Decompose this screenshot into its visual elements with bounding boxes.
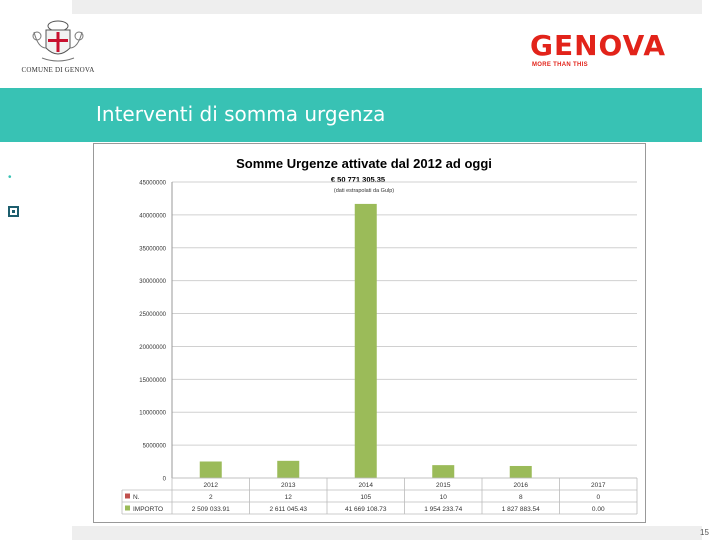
genova-logo: GENOVA MORE THAN THIS	[530, 30, 702, 74]
y-tick-label: 10000000	[139, 411, 166, 417]
table-cell: 12	[285, 494, 293, 501]
chart-annotation-total: € 50 771 305.35	[331, 175, 385, 184]
table-cell: 0	[596, 494, 600, 501]
comune-logo-text: COMUNE DI GENOVA	[21, 66, 95, 74]
table-cell: 105	[360, 494, 371, 501]
genova-logo-word: GENOVA	[530, 29, 667, 62]
y-tick-label: 40000000	[139, 213, 166, 219]
chart-frame: Somme Urgenze attivate dal 2012 ad oggi …	[93, 143, 646, 523]
bar-2012	[199, 461, 222, 478]
legend-key-importo	[125, 505, 130, 511]
top-strip	[72, 0, 702, 14]
category-label: 2014	[359, 482, 374, 489]
table-cell: 2 509 033.91	[192, 506, 230, 513]
legend-key-n	[125, 493, 130, 499]
genova-logo-tagline: MORE THAN THIS	[532, 62, 588, 68]
y-tick-label: 0	[163, 477, 167, 483]
category-label: 2017	[591, 482, 606, 489]
coat-of-arms-icon	[32, 20, 84, 62]
table-cell: 1 827 883.54	[502, 506, 540, 513]
bar-2015	[432, 465, 455, 478]
bar-2013	[277, 460, 300, 478]
table-cell: 8	[519, 494, 523, 501]
table-cell: 10	[440, 494, 448, 501]
category-label: 2016	[514, 482, 529, 489]
bar-2014	[354, 203, 377, 479]
table-cell: 0.00	[592, 506, 605, 513]
category-label: 2012	[204, 482, 219, 489]
bullet-square-icon	[8, 206, 19, 217]
comune-di-genova-logo: COMUNE DI GENOVA	[16, 18, 100, 78]
table-cell: 2	[209, 494, 213, 501]
bottom-strip	[72, 526, 702, 540]
table-row-label: IMPORTO	[133, 506, 163, 513]
y-tick-label: 15000000	[139, 378, 166, 384]
table-row-label: N.	[133, 494, 140, 501]
table-cell: 1 954 233.74	[424, 506, 462, 513]
title-band	[0, 88, 702, 142]
category-label: 2015	[436, 482, 451, 489]
y-tick-label: 20000000	[139, 345, 166, 351]
page-number: 15	[700, 528, 709, 537]
bar-2016	[509, 465, 532, 478]
table-cell: 2 611 045.43	[270, 506, 308, 513]
bullet-dot-icon: •	[8, 172, 12, 183]
y-tick-label: 5000000	[143, 444, 167, 450]
y-tick-label: 30000000	[139, 279, 166, 285]
y-tick-label: 35000000	[139, 246, 166, 252]
chart-svg: Somme Urgenze attivate dal 2012 ad oggi …	[121, 156, 638, 515]
chart-annotation-note: (dati estrapolati da Gulp)	[334, 188, 394, 194]
y-tick-label: 45000000	[139, 181, 166, 187]
table-cell: 41 669 108.73	[345, 506, 387, 513]
slide-title: Interventi di somma urgenza	[96, 102, 386, 126]
chart-title: Somme Urgenze attivate dal 2012 ad oggi	[236, 156, 492, 171]
category-label: 2013	[281, 482, 296, 489]
y-tick-label: 25000000	[139, 312, 166, 318]
